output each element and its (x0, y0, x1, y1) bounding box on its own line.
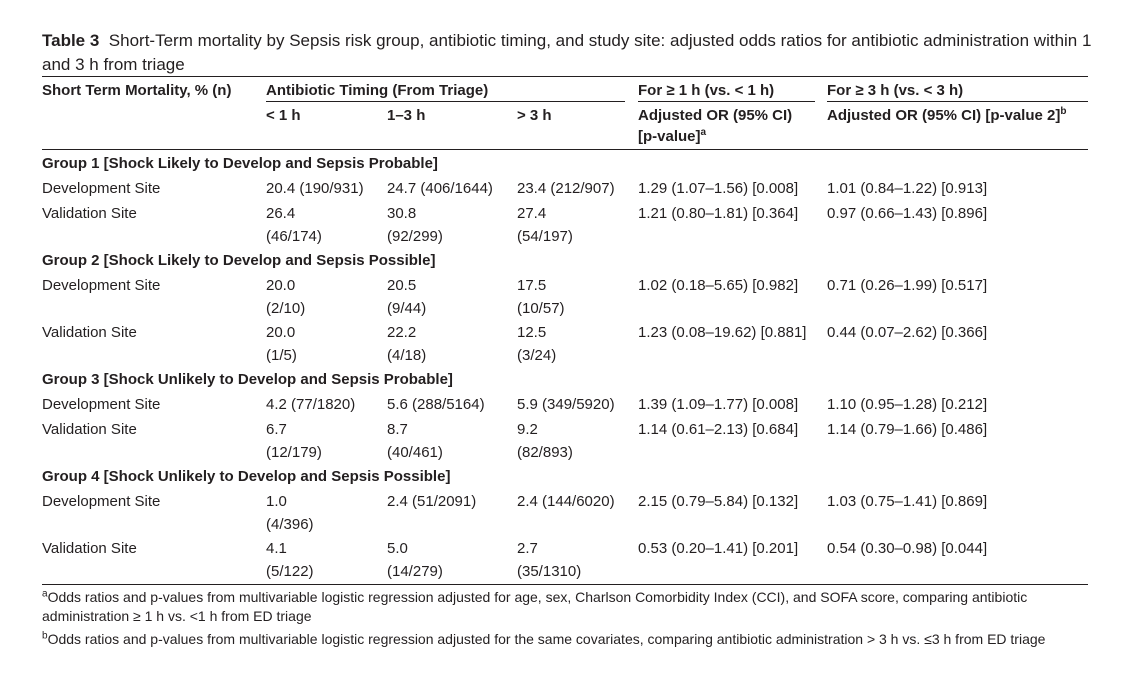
cell: 24.7 (406/1644) (387, 180, 493, 197)
note-mark: a (700, 127, 707, 138)
row-label: Development Site (42, 493, 161, 510)
cell: 8.7 (387, 421, 408, 438)
header-cell: 1–3 h (387, 107, 426, 124)
cell: (14/279) (387, 563, 443, 580)
header-cell: For ≥ 3 h (vs. < 3 h) (827, 82, 964, 99)
row-label: Development Site (42, 396, 161, 413)
group-title: Group 2 [Shock Likely to Develop and Sep… (42, 252, 436, 269)
cell: 23.4 (212/907) (517, 180, 615, 197)
cell: 1.10 (0.95–1.28) [0.212] (827, 396, 988, 413)
cell: 1.14 (0.61–2.13) [0.684] (638, 421, 799, 438)
row-label: Validation Site (42, 421, 137, 438)
rule (42, 76, 1088, 77)
rule (42, 584, 1088, 585)
cell: 20.5 (387, 277, 417, 294)
cell: 20.0 (266, 277, 296, 294)
row-label: Validation Site (42, 540, 137, 557)
row-label: Validation Site (42, 324, 137, 341)
cell: 0.71 (0.26–1.99) [0.517] (827, 277, 988, 294)
header-cell: Short Term Mortality, % (n) (42, 82, 232, 99)
cell: 1.0 (266, 493, 287, 510)
header-cell: < 1 h (266, 107, 301, 124)
table-caption: Table 3 Short-Term mortality by Sepsis r… (42, 29, 1092, 77)
cell: (5/122) (266, 563, 314, 580)
cell: 1.01 (0.84–1.22) [0.913] (827, 180, 988, 197)
cell: 1.23 (0.08–19.62) [0.881] (638, 324, 807, 341)
cell: (9/44) (387, 300, 427, 317)
cell: (92/299) (387, 228, 443, 245)
note-mark: b (1060, 106, 1067, 117)
cell: 20.0 (266, 324, 296, 341)
cell: (10/57) (517, 300, 565, 317)
row-label: Validation Site (42, 205, 137, 222)
cell: 4.1 (266, 540, 287, 557)
cell: 6.7 (266, 421, 287, 438)
cell: 30.8 (387, 205, 417, 222)
header-cell: Antibiotic Timing (From Triage) (266, 82, 489, 99)
cell: (4/396) (266, 516, 314, 533)
cell: 2.4 (144/6020) (517, 493, 615, 510)
cell: (12/179) (266, 444, 322, 461)
cell: 0.53 (0.20–1.41) [0.201] (638, 540, 799, 557)
cell: 1.03 (0.75–1.41) [0.869] (827, 493, 988, 510)
rule (638, 101, 815, 102)
cell: 1.29 (1.07–1.56) [0.008] (638, 180, 799, 197)
cell: (3/24) (517, 347, 557, 364)
caption-text: Short-Term mortality by Sepsis risk grou… (42, 31, 1092, 74)
cell: 1.21 (0.80–1.81) [0.364] (638, 205, 799, 222)
cell: 5.0 (387, 540, 408, 557)
cell: 1.14 (0.79–1.66) [0.486] (827, 421, 988, 438)
header-cell: > 3 h (517, 107, 552, 124)
cell: 5.9 (349/5920) (517, 396, 615, 413)
caption-label: Table 3 (42, 31, 100, 50)
cell: 17.5 (517, 277, 547, 294)
cell: 27.4 (517, 205, 547, 222)
footnote: bOdds ratios and p-values from multivari… (42, 630, 1092, 649)
footnote: aOdds ratios and p-values from multivari… (42, 588, 1092, 626)
cell: 2.7 (517, 540, 538, 557)
cell: 9.2 (517, 421, 538, 438)
group-title: Group 1 [Shock Likely to Develop and Sep… (42, 155, 438, 172)
cell: (54/197) (517, 228, 573, 245)
row-label: Development Site (42, 277, 161, 294)
cell: (4/18) (387, 347, 427, 364)
cell: (1/5) (266, 347, 297, 364)
footnote-mark: b (42, 630, 48, 642)
cell: 5.6 (288/5164) (387, 396, 485, 413)
group-title: Group 3 [Shock Unlikely to Develop and S… (42, 371, 453, 388)
footnote-text: Odds ratios and p-values from multivaria… (47, 631, 1046, 647)
header-cell: [p-value]a (638, 127, 707, 146)
cell: (40/461) (387, 444, 443, 461)
rule (42, 149, 1088, 150)
cell: 26.4 (266, 205, 296, 222)
cell: (46/174) (266, 228, 322, 245)
rule (266, 101, 625, 102)
cell: 22.2 (387, 324, 417, 341)
cell: 12.5 (517, 324, 547, 341)
cell: 2.4 (51/2091) (387, 493, 477, 510)
header-cell: Adjusted OR (95% CI) [p-value 2]b (827, 106, 1067, 125)
footnote-text: Odds ratios and p-values from multivaria… (42, 589, 1028, 624)
cell: 0.54 (0.30–0.98) [0.044] (827, 540, 988, 557)
rule (827, 101, 1088, 102)
cell: (82/893) (517, 444, 573, 461)
cell: 0.44 (0.07–2.62) [0.366] (827, 324, 988, 341)
header-cell: Adjusted OR (95% CI) (638, 107, 793, 124)
cell: 2.15 (0.79–5.84) [0.132] (638, 493, 799, 510)
group-title: Group 4 [Shock Unlikely to Develop and S… (42, 468, 451, 485)
cell: 0.97 (0.66–1.43) [0.896] (827, 205, 988, 222)
cell: 20.4 (190/931) (266, 180, 364, 197)
cell: (2/10) (266, 300, 306, 317)
header-cell: For ≥ 1 h (vs. < 1 h) (638, 82, 775, 99)
cell: 1.39 (1.09–1.77) [0.008] (638, 396, 799, 413)
cell: 1.02 (0.18–5.65) [0.982] (638, 277, 799, 294)
row-label: Development Site (42, 180, 161, 197)
cell: (35/1310) (517, 563, 582, 580)
cell: 4.2 (77/1820) (266, 396, 356, 413)
footnote-mark: a (42, 588, 48, 600)
